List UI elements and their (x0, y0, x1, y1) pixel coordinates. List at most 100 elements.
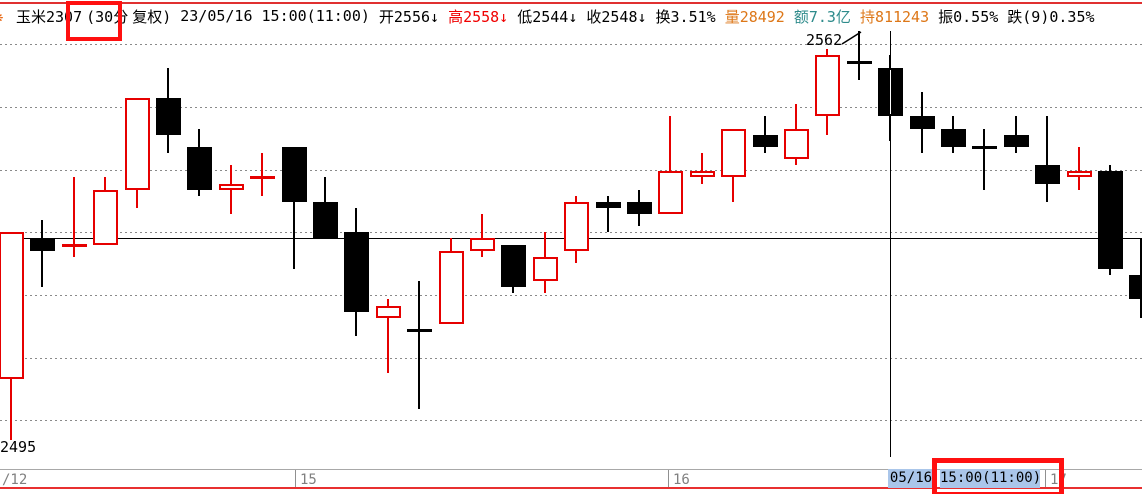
candle (407, 329, 432, 332)
candle (1004, 135, 1029, 147)
quote-low: 低2544↓ (517, 7, 578, 26)
quote-amplitude: 振0.55% (938, 7, 999, 26)
candle-wick (450, 238, 452, 251)
candle (376, 306, 401, 318)
candle (470, 238, 495, 251)
gridline (0, 44, 1142, 45)
candle-wick (167, 68, 169, 98)
cursor-time-cell: 15:00(11:00) (940, 469, 1042, 488)
candle-wick (826, 49, 828, 55)
crosshair-vline-inverted (890, 70, 891, 114)
time-axis: /12 15 16 17 (0, 469, 1142, 489)
candle-wick (952, 147, 954, 153)
time-axis-label: 15 (300, 472, 317, 488)
candle-wick (387, 318, 389, 373)
candle-wick (418, 281, 420, 329)
candle (313, 202, 338, 238)
candle-wick (1015, 116, 1017, 135)
time-axis-label: 16 (673, 472, 690, 488)
quote-volume: 量28492 (724, 7, 785, 26)
candle-wick (575, 251, 577, 263)
quote-close: 收2548↓ (586, 7, 647, 26)
candle-wick (261, 153, 263, 176)
candle-wick (198, 129, 200, 147)
candle-wick (41, 251, 43, 287)
candle (1098, 171, 1123, 269)
candle-wick (701, 177, 703, 184)
gridline (0, 107, 1142, 108)
candle-wick (795, 159, 797, 165)
top-divider-line (0, 2, 1142, 4)
candle (690, 171, 715, 177)
candle (501, 245, 526, 287)
candle-wick (638, 190, 640, 202)
candle-wick (1140, 299, 1142, 318)
candle-wick (293, 202, 295, 269)
candle-wick (324, 177, 326, 202)
kline-chart[interactable]: 2562 2495 (0, 28, 1142, 458)
time-axis-tick (295, 470, 296, 489)
bottom-divider-line (0, 487, 1142, 489)
candle (156, 98, 181, 135)
time-axis-tick (1045, 470, 1046, 489)
quote-header: 玉米2307 (30分 复权) 23/05/16 15:00(11:00) 开2… (16, 5, 1104, 27)
gridline (0, 358, 1142, 359)
app-icon: ❋ (0, 7, 13, 27)
chart-period: (30分 (86, 7, 129, 26)
candle (596, 202, 621, 208)
candle (533, 257, 558, 281)
candle-wick (41, 220, 43, 238)
quote-open-interest: 持811243 (859, 7, 930, 26)
candle (250, 176, 275, 179)
candle (62, 244, 87, 247)
quote-turnover: 换3.51% (655, 7, 716, 26)
candle-wick (167, 135, 169, 153)
candle-wick (701, 153, 703, 171)
candle (0, 232, 24, 379)
candle-wick (983, 129, 985, 146)
candle (219, 184, 244, 190)
time-axis-tick (668, 470, 669, 489)
candle-wick (73, 177, 75, 244)
candle (1035, 165, 1060, 184)
candle (627, 202, 652, 214)
candle (93, 190, 118, 245)
candle-wick (826, 116, 828, 135)
quote-open: 开2556↓ (378, 7, 440, 26)
candle (1067, 171, 1092, 177)
candle-wick (1046, 184, 1048, 202)
candle-wick (921, 92, 923, 116)
candle-wick (638, 214, 640, 226)
quote-datetime: 23/05/16 15:00(11:00) (180, 7, 370, 25)
candle-wick (544, 281, 546, 293)
crosshair-vline (890, 31, 891, 457)
candle-wick (1015, 147, 1017, 153)
candle-wick (355, 208, 357, 232)
candle-wick (512, 287, 514, 293)
candle-wick (104, 177, 106, 190)
candle (439, 251, 464, 324)
candle (658, 171, 683, 214)
gridline (0, 295, 1142, 296)
candle-wick (481, 251, 483, 257)
candle-wick (764, 147, 766, 153)
candle (721, 129, 746, 177)
candle-wick (136, 190, 138, 208)
candle (784, 129, 809, 159)
candle-wick (669, 116, 671, 171)
candle (972, 146, 997, 149)
candle-wick (230, 165, 232, 184)
candle (910, 116, 935, 129)
candle-wick (575, 196, 577, 202)
candle-wick (795, 104, 797, 129)
candle-wick (1109, 165, 1111, 171)
high-pointer-line (841, 31, 862, 45)
candle-wick (10, 379, 12, 440)
candle-wick (544, 232, 546, 257)
candle (344, 232, 369, 312)
candle-wick (607, 208, 609, 232)
candle-wick (607, 196, 609, 202)
annotation-box-period (66, 1, 122, 41)
cursor-date-cell: 05/16 (888, 469, 934, 488)
